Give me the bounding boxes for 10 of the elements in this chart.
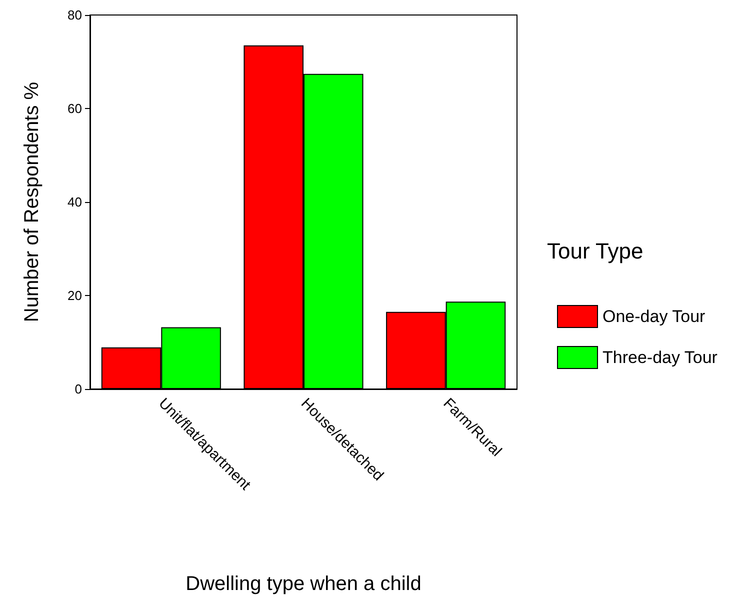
- y-axis-title: Number of Respondents %: [21, 82, 43, 322]
- legend-title: Tour Type: [547, 238, 644, 264]
- y-tick-label: 40: [68, 194, 82, 210]
- y-tick-label: 20: [68, 288, 82, 303]
- legend-label: Three-day Tour: [602, 348, 718, 367]
- y-tick-label: 0: [74, 382, 82, 396]
- legend-label: One-day Tour: [602, 307, 706, 326]
- y-tick-label: 80: [68, 8, 82, 22]
- x-axis-title: Dwelling type when a child: [186, 573, 422, 595]
- y-tick-label: 60: [68, 101, 82, 116]
